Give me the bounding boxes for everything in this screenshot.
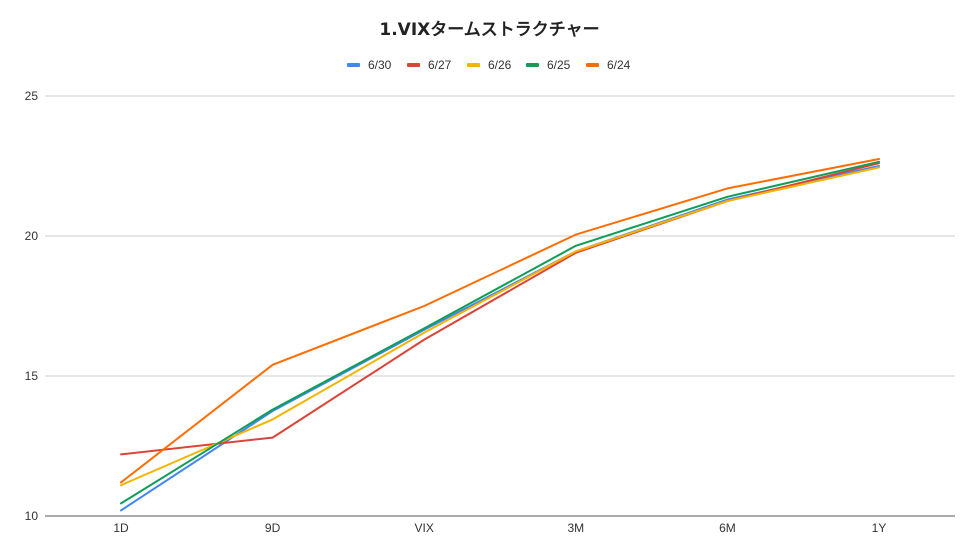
x-axis-ticks: 1D 9D VIX 3M 6M 1Y bbox=[113, 521, 886, 535]
chart-title: 1.VIXタームストラクチャー bbox=[379, 20, 599, 40]
series-line-6-26 bbox=[120, 166, 880, 487]
legend-label: 6/30 bbox=[368, 58, 392, 72]
y-tick-label: 25 bbox=[25, 89, 39, 103]
x-tick-label: VIX bbox=[415, 521, 434, 535]
legend-label: 6/27 bbox=[428, 58, 452, 72]
y-tick-label: 15 bbox=[25, 369, 39, 383]
legend-label: 6/25 bbox=[547, 58, 571, 72]
legend-item: 6/30 bbox=[347, 58, 392, 72]
legend-swatch bbox=[526, 63, 539, 67]
series-line-6-30 bbox=[120, 165, 880, 512]
y-tick-label: 10 bbox=[25, 509, 39, 523]
x-tick-label: 6M bbox=[719, 521, 736, 535]
x-tick-label: 1D bbox=[113, 521, 129, 535]
legend-swatch bbox=[347, 63, 360, 67]
legend-swatch bbox=[467, 63, 480, 67]
legend-item: 6/24 bbox=[586, 58, 631, 72]
legend-swatch bbox=[407, 63, 420, 67]
legend-label: 6/24 bbox=[607, 58, 631, 72]
legend-item: 6/25 bbox=[526, 58, 571, 72]
legend-item: 6/26 bbox=[467, 58, 512, 72]
series-line-6-24 bbox=[120, 158, 880, 484]
legend-swatch bbox=[586, 63, 599, 67]
legend: 6/30 6/27 6/26 6/25 6/24 bbox=[347, 58, 631, 72]
legend-item: 6/27 bbox=[407, 58, 452, 72]
y-axis-ticks: 10 15 20 25 bbox=[25, 89, 39, 523]
y-tick-label: 20 bbox=[25, 229, 39, 243]
series-line-6-25 bbox=[120, 160, 880, 505]
series-lines bbox=[120, 158, 880, 512]
x-tick-label: 3M bbox=[567, 521, 584, 535]
series-line-6-27 bbox=[120, 162, 880, 456]
x-tick-label: 1Y bbox=[872, 521, 887, 535]
legend-label: 6/26 bbox=[488, 58, 512, 72]
x-tick-label: 9D bbox=[265, 521, 281, 535]
gridlines bbox=[45, 95, 955, 517]
